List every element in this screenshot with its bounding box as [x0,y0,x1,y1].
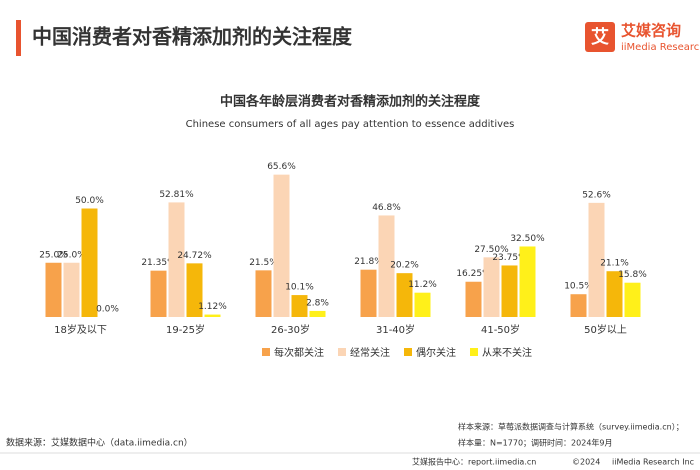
page-title: 中国消费者对香精添加剂的关注程度 [32,25,353,49]
bar [168,202,185,317]
bar [360,269,377,317]
value-label: 15.8% [618,270,647,280]
bar [378,215,395,317]
value-label: 25.0% [57,250,86,260]
bar [204,314,221,317]
bar [255,270,272,317]
bar [63,262,80,317]
bar [396,273,413,317]
value-label: 2.8% [306,298,329,308]
bar [570,294,587,317]
x-tick-label: 26-30岁 [271,323,310,336]
value-label: 32.50% [510,234,545,244]
value-label: 21.5% [249,258,278,268]
logo-mark: 艾 [591,26,609,48]
bar [186,263,203,317]
bar [588,202,605,317]
bar [414,292,431,317]
bar [150,270,167,317]
x-tick-label: 50岁以上 [584,323,627,336]
footer-company: iiMedia Research Inc [612,458,694,467]
value-label: 65.6% [267,162,296,172]
value-label: 0.0% [96,305,119,315]
bar [45,262,62,317]
bar [519,246,536,317]
x-tick-label: 31-40岁 [376,323,415,336]
plot: 18岁及以下 25.0%25.0% 50.0% 0.0% 19-25岁 21.35% 52.… [39,162,647,359]
chart-subtitle: Chinese consumers of all ages pay attent… [186,119,515,130]
logo-box [585,22,615,52]
legend-swatch [470,348,478,356]
legend-swatch [404,348,412,356]
value-label: 52.81% [159,190,194,200]
sample-size: 样本量：N=1770；调研时间：2024年9月 [458,438,613,448]
value-label: 46.8% [372,203,401,213]
x-tick-label: 41-50岁 [481,323,520,336]
x-tick-label: 18岁及以下 [54,323,107,336]
value-label: 10.1% [285,283,314,293]
value-label: 11.2% [408,280,437,290]
bar [501,265,518,317]
value-label: 52.6% [582,190,611,200]
bar [624,282,641,317]
legend-label: 偶尔关注 [416,346,456,359]
legend-swatch [338,348,346,356]
value-label: 25.0% [39,250,68,260]
logo-name: 艾媒咨询 [621,22,681,40]
legend-label: 从来不关注 [482,346,532,359]
value-label: 20.2% [390,261,419,271]
value-label: 23.75% [492,253,527,263]
logo-en: iiMedia Research [621,42,700,53]
value-label: 1.12% [198,302,227,312]
value-label: 10.5% [564,282,593,292]
value-label: 21.1% [600,259,629,269]
value-label: 21.35% [141,258,176,268]
bar [309,310,326,317]
value-label: 24.72% [177,251,212,261]
data-source: 数据来源：艾媒数据中心（data.iimedia.cn） [6,437,193,449]
bar [483,257,500,317]
sample-source: 样本来源：草莓派数据调查与计算系统（survey.iimedia.cn）； [458,422,684,432]
bar [81,208,98,317]
x-tick-label: 19-25岁 [166,323,205,336]
footer-copyright: ©2024 [572,458,600,467]
bar [291,295,308,317]
bar [606,271,623,317]
legend-swatch [262,348,270,356]
legend-label: 每次都关注 [274,346,324,359]
value-label: 21.8% [354,257,383,267]
value-label: 27.50% [474,245,509,255]
accent-bar [16,20,21,56]
legend-label: 经常关注 [350,346,390,359]
bar [273,174,290,317]
chart-title: 中国各年龄层消费者对香精添加剂的关注程度 [220,94,481,110]
value-label: 50.0% [75,196,104,206]
footer-report: 艾媒报告中心：report.iimedia.cn [412,457,536,467]
bar [465,281,482,317]
value-label: 16.25% [456,269,491,279]
